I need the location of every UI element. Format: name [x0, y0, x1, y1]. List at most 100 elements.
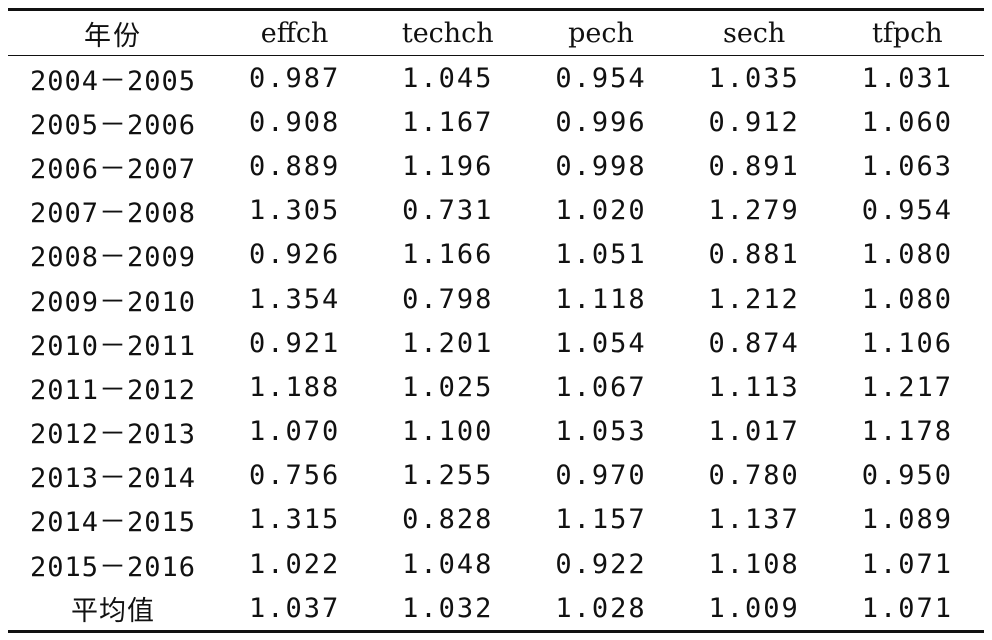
cell-pech: 1.053 — [555, 416, 647, 448]
cell-techch: 1.032 — [402, 592, 494, 624]
cell-techch: 1.167 — [402, 106, 494, 138]
cell-effch: 1.188 — [248, 371, 341, 403]
cell-techch: 1.045 — [402, 62, 494, 94]
cell-tfpch: 1.217 — [861, 371, 954, 403]
cell-techch: 1.255 — [402, 460, 494, 492]
cell-sech: 1.113 — [708, 371, 800, 403]
table-row: 2005－2006 0.908 1.167 0.996 0.912 1.060 — [8, 100, 984, 144]
cell-year: 2008－2009 — [29, 242, 197, 274]
cell-techch: 1.025 — [402, 371, 494, 403]
cell-effch: 0.921 — [248, 327, 341, 359]
cell-pech: 1.118 — [555, 283, 647, 315]
data-table-container: 年份 effch techch pech sech tfpch 2004－200… — [8, 8, 984, 633]
table-row: 2013－2014 0.756 1.255 0.970 0.780 0.950 — [8, 454, 984, 498]
cell-tfpch: 1.178 — [861, 416, 954, 448]
cell-sech: 0.891 — [708, 150, 800, 182]
cell-pech: 0.922 — [555, 548, 647, 580]
cell-year: 2015－2016 — [29, 551, 197, 583]
table-row: 2015－2016 1.022 1.048 0.922 1.108 1.071 — [8, 542, 984, 586]
cell-effch: 0.756 — [248, 460, 341, 492]
cell-effch: 1.354 — [248, 283, 341, 315]
cell-tfpch: 1.106 — [861, 327, 954, 359]
cell-techch: 0.731 — [402, 195, 494, 227]
cell-sech: 0.780 — [708, 460, 800, 492]
cell-tfpch: 1.080 — [861, 239, 954, 271]
header-sech: sech — [722, 17, 786, 49]
cell-effch: 1.070 — [248, 416, 341, 448]
cell-tfpch: 0.950 — [861, 460, 954, 492]
cell-sech: 0.881 — [708, 239, 800, 271]
cell-year: 平均值 — [71, 595, 155, 627]
header-row: 年份 effch techch pech sech tfpch — [8, 9, 984, 56]
header-year: 年份 — [84, 20, 142, 52]
cell-effch: 1.037 — [248, 592, 341, 624]
header-pech: pech — [568, 17, 634, 49]
cell-sech: 1.017 — [708, 416, 800, 448]
cell-techch: 0.828 — [402, 504, 494, 536]
cell-pech: 0.954 — [555, 62, 647, 94]
cell-pech: 1.028 — [555, 592, 647, 624]
cell-techch: 1.048 — [402, 548, 494, 580]
table-row-average: 平均值 1.037 1.032 1.028 1.009 1.071 — [8, 586, 984, 632]
cell-year: 2007－2008 — [29, 198, 197, 230]
cell-tfpch: 1.071 — [861, 548, 954, 580]
cell-pech: 1.157 — [555, 504, 647, 536]
cell-tfpch: 0.954 — [861, 195, 954, 227]
cell-sech: 0.912 — [708, 106, 800, 138]
table-row: 2011－2012 1.188 1.025 1.067 1.113 1.217 — [8, 365, 984, 409]
cell-pech: 1.067 — [555, 371, 647, 403]
table-row: 2006－2007 0.889 1.196 0.998 0.891 1.063 — [8, 144, 984, 188]
cell-effch: 0.889 — [248, 150, 341, 182]
cell-sech: 0.874 — [708, 327, 800, 359]
table-body: 2004－2005 0.987 1.045 0.954 1.035 1.031 2005－2… — [8, 56, 984, 632]
cell-year: 2006－2007 — [29, 153, 197, 185]
table-row: 2007－2008 1.305 0.731 1.020 1.279 0.954 — [8, 189, 984, 233]
table-row: 2014－2015 1.315 0.828 1.157 1.137 1.089 — [8, 498, 984, 542]
cell-sech: 1.212 — [708, 283, 800, 315]
cell-effch: 0.908 — [248, 106, 341, 138]
cell-effch: 0.987 — [248, 62, 341, 94]
cell-pech: 0.998 — [555, 150, 647, 182]
cell-techch: 0.798 — [402, 283, 494, 315]
cell-sech: 1.137 — [708, 504, 800, 536]
cell-pech: 0.996 — [555, 106, 647, 138]
data-table: 年份 effch techch pech sech tfpch 2004－200… — [8, 8, 984, 633]
cell-year: 2013－2014 — [29, 463, 197, 495]
header-tfpch: tfpch — [872, 17, 943, 49]
cell-techch: 1.201 — [402, 327, 494, 359]
cell-effch: 1.305 — [248, 195, 341, 227]
cell-pech: 0.970 — [555, 460, 647, 492]
cell-sech: 1.108 — [708, 548, 800, 580]
cell-tfpch: 1.031 — [861, 62, 954, 94]
cell-effch: 0.926 — [248, 239, 341, 271]
table-row: 2004－2005 0.987 1.045 0.954 1.035 1.031 — [8, 56, 984, 101]
cell-sech: 1.009 — [708, 592, 800, 624]
cell-tfpch: 1.071 — [861, 592, 954, 624]
cell-techch: 1.196 — [402, 150, 494, 182]
table-row: 2010－2011 0.921 1.201 1.054 0.874 1.106 — [8, 321, 984, 365]
header-effch: effch — [260, 17, 329, 49]
cell-year: 2010－2011 — [29, 330, 197, 362]
cell-effch: 1.022 — [248, 548, 341, 580]
cell-year: 2004－2005 — [29, 65, 197, 97]
cell-tfpch: 1.089 — [861, 504, 954, 536]
cell-sech: 1.279 — [708, 195, 800, 227]
table-row: 2008－2009 0.926 1.166 1.051 0.881 1.080 — [8, 233, 984, 277]
table-row: 2009－2010 1.354 0.798 1.118 1.212 1.080 — [8, 277, 984, 321]
cell-techch: 1.100 — [402, 416, 494, 448]
cell-effch: 1.315 — [248, 504, 341, 536]
cell-pech: 1.054 — [555, 327, 647, 359]
cell-sech: 1.035 — [708, 62, 800, 94]
cell-tfpch: 1.060 — [861, 106, 954, 138]
cell-year: 2014－2015 — [29, 507, 197, 539]
table-row: 2012－2013 1.070 1.100 1.053 1.017 1.178 — [8, 410, 984, 454]
cell-techch: 1.166 — [402, 239, 494, 271]
cell-year: 2011－2012 — [29, 374, 197, 406]
cell-year: 2009－2010 — [29, 286, 197, 318]
cell-tfpch: 1.080 — [861, 283, 954, 315]
cell-year: 2012－2013 — [29, 419, 197, 451]
header-techch: techch — [401, 17, 494, 49]
cell-tfpch: 1.063 — [861, 150, 954, 182]
cell-pech: 1.051 — [555, 239, 647, 271]
cell-pech: 1.020 — [555, 195, 647, 227]
